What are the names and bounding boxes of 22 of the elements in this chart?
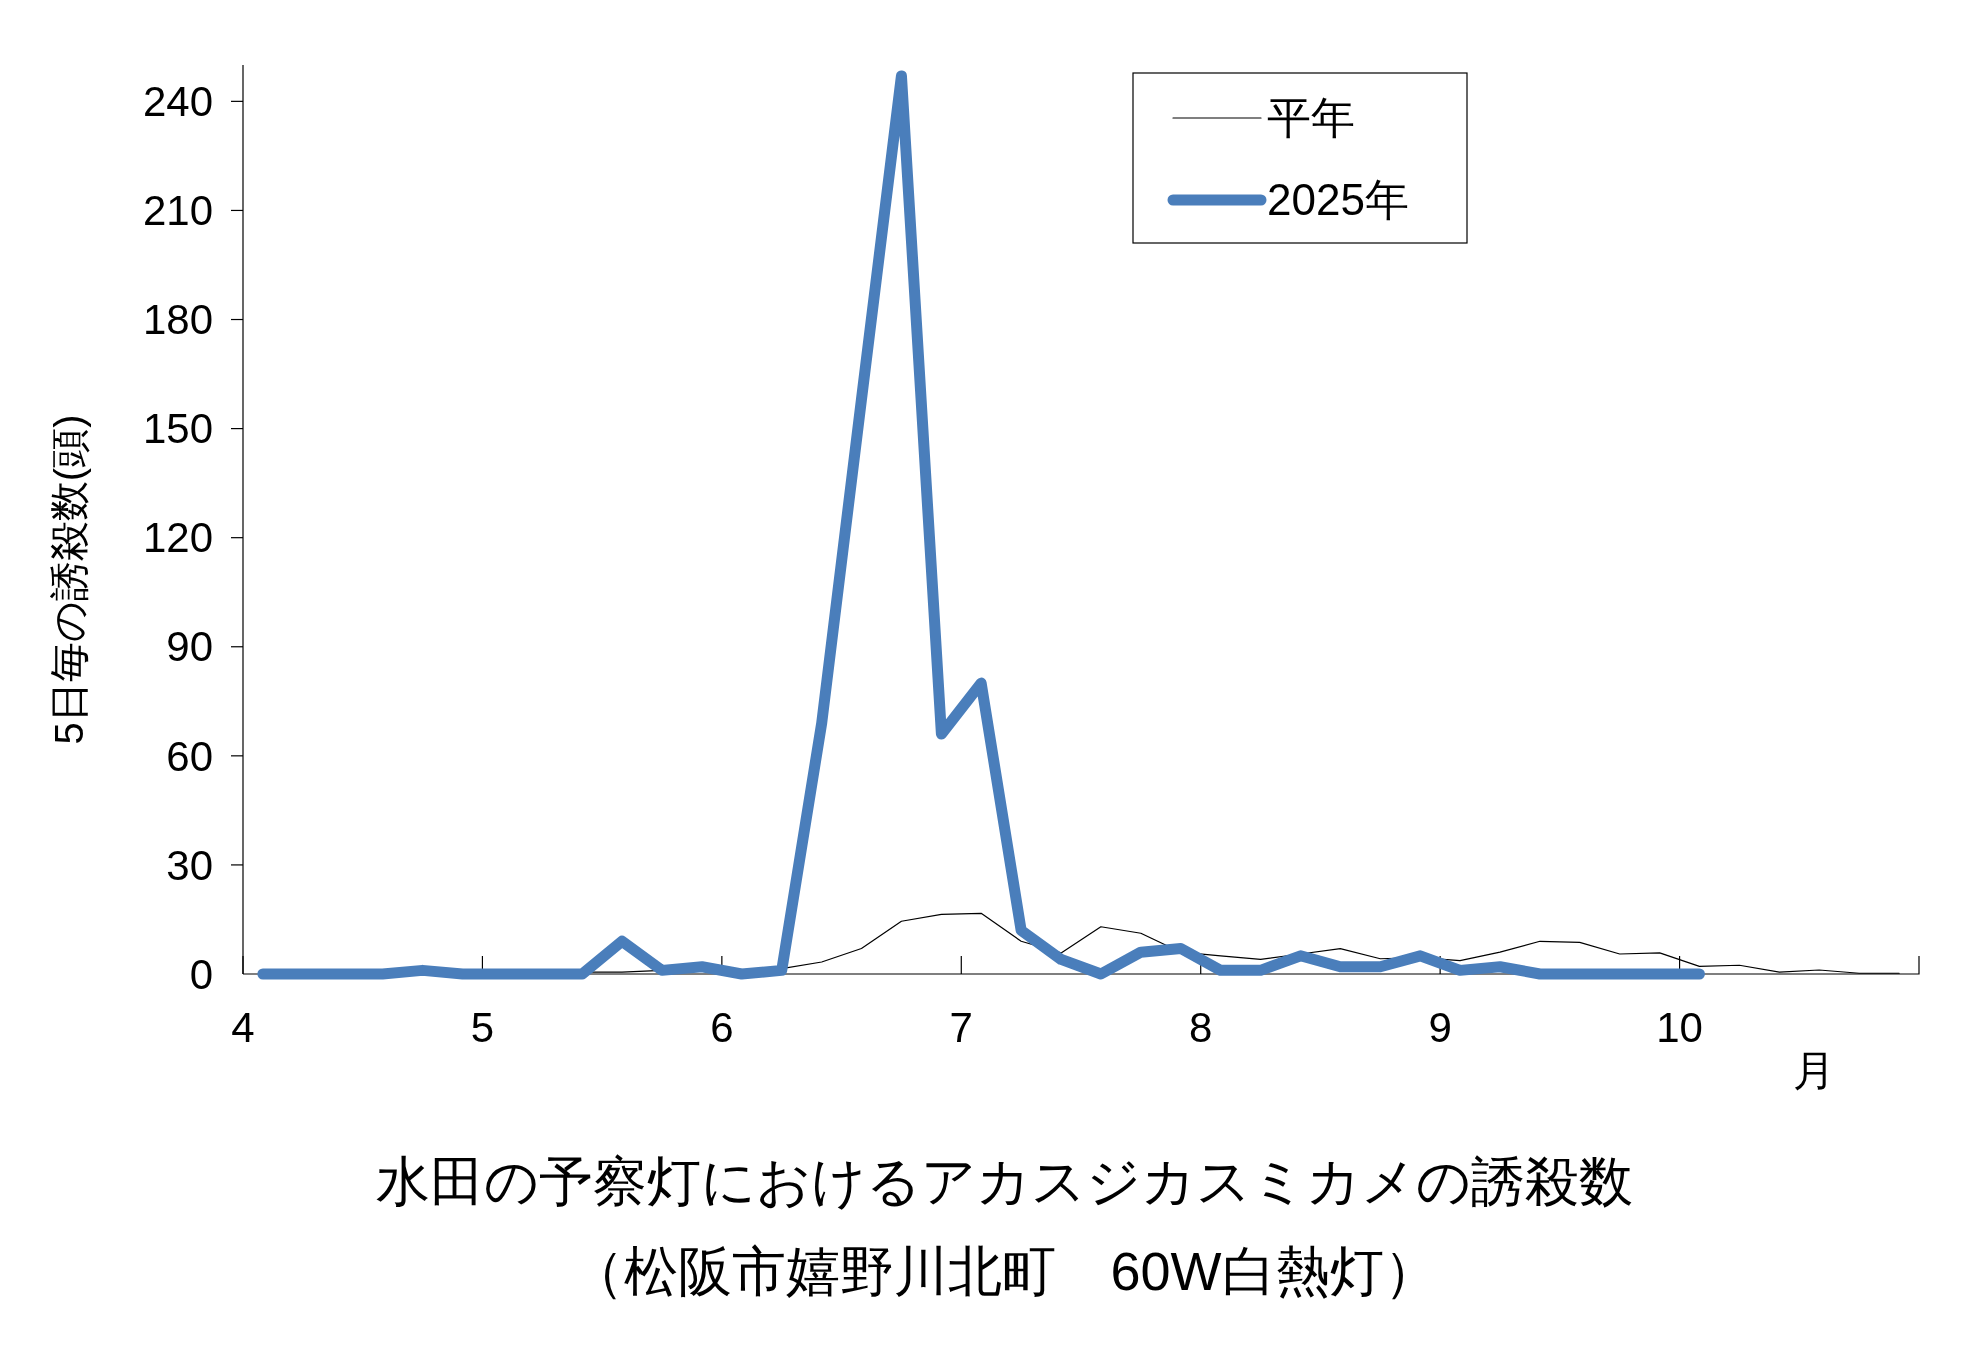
y-tick-label: 60 bbox=[166, 732, 213, 780]
legend-label: 平年 bbox=[1267, 93, 1355, 143]
y-tick-label: 240 bbox=[142, 78, 213, 126]
y-axis-title: 5日毎の誘殺数(頭) bbox=[47, 414, 91, 745]
y-tick-label: 0 bbox=[189, 950, 213, 998]
x-tick-label: 10 bbox=[1656, 1004, 1703, 1051]
legend-label: 2025年 bbox=[1267, 175, 1409, 225]
y-tick-label: 30 bbox=[166, 841, 213, 889]
x-tick-label: 7 bbox=[949, 1004, 973, 1051]
x-axis-title: 月 bbox=[1793, 1047, 1835, 1094]
x-tick-label: 6 bbox=[710, 1004, 734, 1051]
y-tick-label: 90 bbox=[166, 623, 213, 671]
x-tick-label: 4 bbox=[231, 1004, 255, 1051]
x-tick-label: 8 bbox=[1189, 1004, 1213, 1051]
x-tick-label: 5 bbox=[470, 1004, 495, 1051]
text: 水田の予察灯におけるアカスジカスミカメの誘殺数 bbox=[375, 1151, 1633, 1211]
y-tick-label: 120 bbox=[142, 514, 213, 562]
y-tick-label: 180 bbox=[142, 296, 213, 344]
x-tick-label: 9 bbox=[1428, 1004, 1452, 1051]
y-tick-label: 210 bbox=[142, 187, 213, 235]
text: （松阪市嬉野川北町 60W白熱灯） bbox=[570, 1241, 1438, 1301]
y-tick-label: 150 bbox=[142, 405, 213, 453]
